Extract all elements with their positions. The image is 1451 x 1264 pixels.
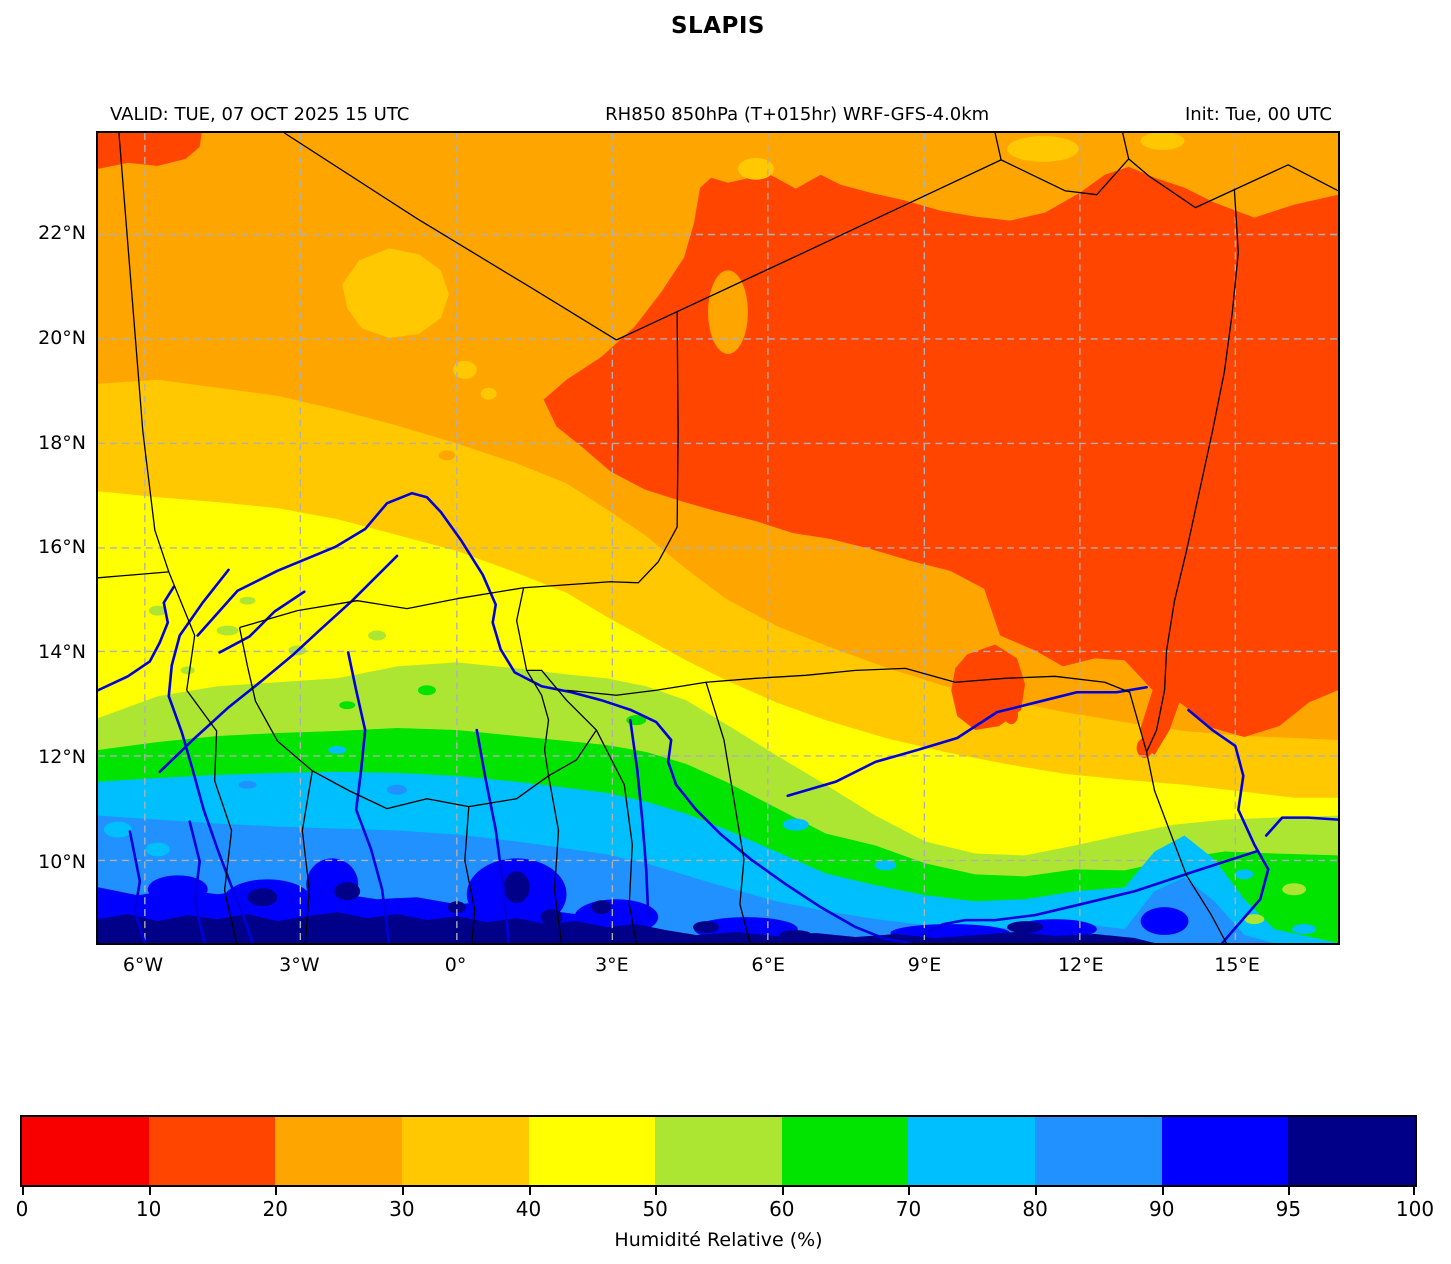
benue-river: [920, 850, 1258, 937]
country-borders-layer: [98, 133, 1338, 943]
colorbar-segment-50-60: [655, 1117, 782, 1185]
colorbar-tick: [908, 1187, 911, 1195]
colorbar-tick-value: 40: [515, 1197, 542, 1221]
product-label: RH850 850hPa (T+015hr) WRF-GFS-4.0km: [605, 104, 990, 125]
colorbar-tick: [1035, 1187, 1038, 1195]
colorbar-tick-value: 10: [135, 1197, 162, 1221]
lat-tick-label: 18°N: [38, 431, 86, 454]
colorbar-segment-0-10: [22, 1117, 149, 1185]
colorbar-label: Humidité Relative (%): [614, 1229, 823, 1251]
colorbar-segment-60-70: [781, 1117, 909, 1185]
dry-air-regions: [98, 133, 1338, 758]
lon-tick-label: 3°E: [595, 954, 629, 976]
rh-map-canvas: [96, 131, 1340, 945]
colorbar-tick-value: 30: [389, 1197, 415, 1221]
lat-tick-label: 14°N: [38, 641, 86, 664]
map-header: VALID: TUE, 07 OCT 2025 15 UTC RH850 850…: [96, 104, 1340, 126]
colorbar-tick-value: 20: [262, 1197, 288, 1221]
lat-tick-label: 20°N: [38, 326, 86, 349]
graticule: [98, 133, 1338, 943]
chari-river: [1187, 708, 1270, 943]
rivers-layer: [98, 491, 1338, 943]
lon-tick-label: 9°E: [907, 954, 942, 976]
lon-tick-label: 15°E: [1214, 954, 1260, 976]
colorbar-tick: [22, 1187, 24, 1195]
colorbar-tick-value: 50: [642, 1197, 668, 1221]
lon-tick-label: 3°W: [279, 954, 320, 976]
colorbar-segment-10-20: [148, 1117, 276, 1185]
page-title: SLAPIS: [670, 13, 765, 39]
colorbar-tick-labels: 0 10 20 30 40 50 60 70 80 90 95 100: [16, 1196, 1434, 1222]
colorbar-tick: [781, 1187, 784, 1195]
rh-map-svg: [98, 133, 1338, 943]
colorbar: [20, 1115, 1417, 1187]
colorbar-segment-20-30: [275, 1117, 402, 1185]
lon-tick-label: 12°E: [1057, 954, 1104, 976]
init-time-label: Init: Tue, 00 UTC: [1184, 104, 1332, 125]
colorbar-tick-value: 0: [15, 1197, 29, 1221]
lat-tick-label: 16°N: [38, 536, 86, 559]
lon-tick-label: 0°: [444, 954, 467, 976]
colorbar-tick-value: 95: [1275, 1197, 1302, 1221]
colorbar-segment-90-95: [1161, 1117, 1289, 1185]
colorbar-segment-40-50: [528, 1117, 656, 1185]
rh-speckles-layer: [98, 596, 1317, 943]
komadugu-river: [786, 685, 1148, 798]
colorbar-tick: [1288, 1187, 1291, 1195]
lon-tick-label: 6°E: [751, 954, 785, 976]
colorbar-tick-value: 70: [895, 1197, 922, 1221]
colorbar-tick-value: 100: [1395, 1197, 1435, 1221]
niger-river: [196, 491, 912, 943]
lat-tick-label: 12°N: [38, 746, 86, 768]
lat-tick-label: 10°N: [38, 850, 86, 873]
colorbar-ticks: [22, 1187, 1415, 1195]
colorbar-tick-value: 90: [1148, 1197, 1175, 1221]
lat-tick-label: 22°N: [38, 222, 86, 244]
colorbar-tick: [655, 1187, 658, 1195]
colorbar-tick: [148, 1187, 151, 1195]
colorbar-tick: [401, 1187, 404, 1195]
colorbar-tick-value: 80: [1022, 1197, 1048, 1221]
valid-time-label: VALID: TUE, 07 OCT 2025 15 UTC: [110, 104, 410, 125]
colorbar-tick-value: 60: [769, 1197, 795, 1221]
colorbar-segment-30-40: [401, 1117, 529, 1185]
colorbar-tick: [1413, 1187, 1415, 1195]
lon-tick-label: 6°W: [122, 954, 164, 976]
colorbar-tick: [275, 1187, 278, 1195]
colorbar-segment-80-90: [1035, 1117, 1162, 1185]
colorbar-tick: [1161, 1187, 1164, 1195]
colorbar-tick: [528, 1187, 531, 1195]
colorbar-segment-70-80: [908, 1117, 1036, 1185]
colorbar-segment-95-100: [1288, 1117, 1416, 1185]
